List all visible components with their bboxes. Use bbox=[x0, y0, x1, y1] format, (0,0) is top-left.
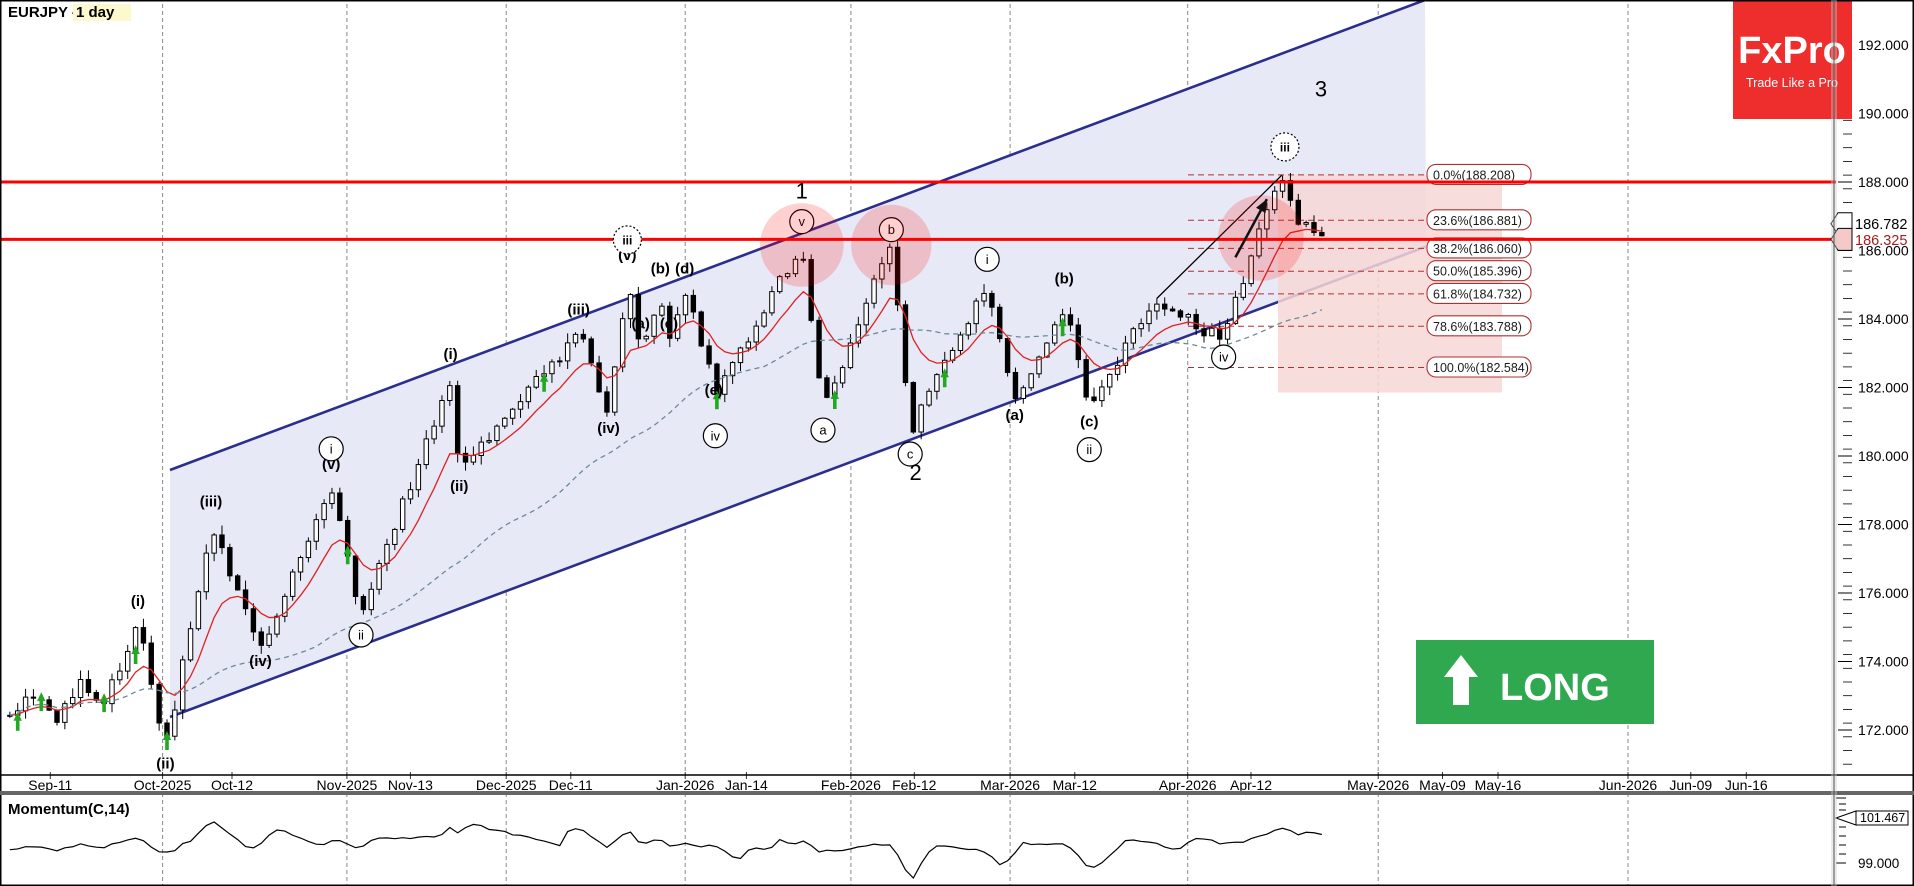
svg-text:(iii): (iii) bbox=[567, 302, 590, 319]
svg-text:192.000: 192.000 bbox=[1858, 37, 1909, 53]
svg-text:(iii): (iii) bbox=[200, 494, 223, 511]
svg-text:Jan-2026: Jan-2026 bbox=[656, 777, 715, 793]
svg-text:178.000: 178.000 bbox=[1858, 517, 1909, 533]
svg-text:Trade Like a Pro: Trade Like a Pro bbox=[1746, 76, 1838, 90]
svg-text:180.000: 180.000 bbox=[1858, 448, 1909, 464]
svg-text:Momentum(C,14): Momentum(C,14) bbox=[8, 801, 130, 818]
svg-text:Apr-12: Apr-12 bbox=[1230, 777, 1272, 793]
svg-text:Mar-12: Mar-12 bbox=[1053, 777, 1098, 793]
svg-text:iii: iii bbox=[1280, 140, 1290, 154]
svg-text:(i): (i) bbox=[444, 346, 458, 363]
svg-text:iii: iii bbox=[622, 233, 632, 247]
svg-text:184.000: 184.000 bbox=[1858, 311, 1909, 327]
svg-text:50.0%(185.396): 50.0%(185.396) bbox=[1433, 265, 1522, 279]
svg-text:EURJPY -: EURJPY - bbox=[8, 4, 77, 21]
svg-text:Jan-14: Jan-14 bbox=[725, 777, 768, 793]
svg-text:a: a bbox=[819, 423, 827, 438]
svg-text:LONG: LONG bbox=[1500, 667, 1610, 709]
svg-text:38.2%(186.060): 38.2%(186.060) bbox=[1433, 242, 1522, 256]
svg-text:188.000: 188.000 bbox=[1858, 174, 1909, 190]
svg-text:ii: ii bbox=[1086, 442, 1092, 457]
svg-text:ii: ii bbox=[358, 627, 364, 642]
svg-text:(iv): (iv) bbox=[597, 420, 620, 437]
svg-text:(iv): (iv) bbox=[249, 653, 272, 670]
svg-text:Jun-2026: Jun-2026 bbox=[1599, 777, 1658, 793]
svg-text:Nov-2025: Nov-2025 bbox=[317, 777, 378, 793]
svg-text:Dec-2025: Dec-2025 bbox=[476, 777, 537, 793]
svg-text:99.000: 99.000 bbox=[1858, 856, 1899, 871]
svg-text:(a): (a) bbox=[1005, 407, 1023, 424]
svg-text:(c): (c) bbox=[660, 315, 678, 332]
svg-text:174.000: 174.000 bbox=[1858, 654, 1909, 670]
svg-text:Oct-12: Oct-12 bbox=[211, 777, 253, 793]
svg-text:Apr-2026: Apr-2026 bbox=[1159, 777, 1217, 793]
svg-text:23.6%(186.881): 23.6%(186.881) bbox=[1433, 214, 1522, 228]
svg-text:1: 1 bbox=[796, 179, 808, 204]
svg-text:(b): (b) bbox=[1055, 270, 1074, 287]
svg-text:Mar-2026: Mar-2026 bbox=[980, 777, 1040, 793]
svg-text:0.0%(188.208): 0.0%(188.208) bbox=[1433, 168, 1515, 182]
svg-text:Jun-16: Jun-16 bbox=[1725, 777, 1768, 793]
svg-text:May-16: May-16 bbox=[1475, 777, 1522, 793]
svg-text:May-09: May-09 bbox=[1419, 777, 1466, 793]
svg-text:(ii): (ii) bbox=[450, 478, 468, 495]
svg-text:176.000: 176.000 bbox=[1858, 585, 1909, 601]
svg-text:100.0%(182.584): 100.0%(182.584) bbox=[1433, 361, 1529, 375]
svg-text:(ii): (ii) bbox=[156, 756, 174, 773]
svg-text:May-2026: May-2026 bbox=[1347, 777, 1409, 793]
svg-text:Dec-11: Dec-11 bbox=[549, 777, 593, 793]
svg-text:(b): (b) bbox=[651, 261, 670, 278]
svg-text:Jun-09: Jun-09 bbox=[1669, 777, 1712, 793]
svg-text:2: 2 bbox=[910, 460, 922, 485]
svg-text:FxPro: FxPro bbox=[1738, 30, 1846, 72]
svg-text:iv: iv bbox=[711, 428, 721, 443]
svg-text:101.467: 101.467 bbox=[1860, 811, 1905, 825]
svg-text:Nov-13: Nov-13 bbox=[388, 777, 433, 793]
svg-text:1 day: 1 day bbox=[76, 4, 115, 21]
svg-text:Sep-11: Sep-11 bbox=[28, 777, 72, 793]
svg-text:190.000: 190.000 bbox=[1858, 106, 1909, 122]
svg-text:(a): (a) bbox=[632, 315, 650, 332]
svg-text:186.782: 186.782 bbox=[1855, 217, 1907, 233]
svg-text:(d): (d) bbox=[675, 261, 694, 278]
svg-text:(e): (e) bbox=[705, 382, 723, 399]
svg-text:(i): (i) bbox=[131, 593, 145, 610]
svg-text:186.325: 186.325 bbox=[1855, 233, 1907, 249]
svg-text:Oct-2025: Oct-2025 bbox=[134, 777, 192, 793]
svg-text:78.6%(183.788): 78.6%(183.788) bbox=[1433, 320, 1522, 334]
svg-text:172.000: 172.000 bbox=[1858, 722, 1909, 738]
svg-text:i: i bbox=[986, 252, 989, 267]
svg-text:i: i bbox=[330, 441, 333, 456]
svg-text:Feb-12: Feb-12 bbox=[892, 777, 937, 793]
svg-text:Feb-2026: Feb-2026 bbox=[821, 777, 881, 793]
svg-text:iv: iv bbox=[1219, 350, 1229, 365]
svg-text:182.000: 182.000 bbox=[1858, 380, 1909, 396]
svg-text:(c): (c) bbox=[1080, 414, 1098, 431]
svg-text:61.8%(184.732): 61.8%(184.732) bbox=[1433, 287, 1522, 301]
svg-text:3: 3 bbox=[1315, 76, 1327, 101]
